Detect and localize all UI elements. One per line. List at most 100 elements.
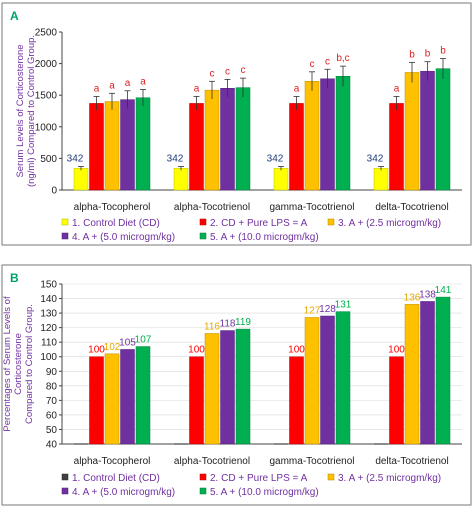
bar — [73, 168, 89, 191]
legend-label: 5. A + (10.0 microgm/kg) — [210, 487, 319, 498]
category-label: alpha-Tocopherol — [74, 202, 151, 213]
bar-value-label: 100 — [188, 345, 205, 356]
bar — [220, 87, 235, 191]
bar — [235, 87, 251, 191]
legend-label: 3. A + (2.5 microgm/kg) — [338, 473, 441, 484]
bar — [104, 101, 120, 191]
bar-value-label: 118 — [220, 319, 236, 330]
legend-swatch — [327, 218, 335, 226]
bar — [304, 81, 320, 191]
bar-value-label: 342 — [67, 153, 84, 164]
bar-value-label: 100 — [88, 345, 105, 356]
bar — [104, 353, 120, 445]
y-tick-label: 500 — [40, 154, 57, 165]
legend-swatch — [61, 473, 69, 481]
bar — [420, 70, 435, 191]
bar — [289, 103, 304, 191]
legend-swatch — [199, 218, 207, 226]
bar — [389, 103, 404, 191]
bar — [304, 317, 320, 445]
category-label: alpha-Tocopherol — [74, 456, 151, 467]
bar — [204, 333, 220, 445]
legend-label: 2. CD + Pure LPS = A — [210, 473, 308, 484]
y-tick-label: 150 — [40, 280, 57, 291]
y-tick-label: 0 — [51, 186, 57, 197]
significance-label: c — [310, 59, 315, 70]
y-tick-label: 80 — [46, 381, 58, 392]
panel-a-letter: A — [10, 9, 19, 23]
bar-value-label: 107 — [135, 335, 152, 346]
legend-swatch — [61, 487, 69, 495]
bar-value-label: 141 — [435, 285, 452, 296]
bar-value-label: 127 — [304, 305, 321, 316]
panel-b-legend: 1. Control Diet (CD) 2. CD + Pure LPS = A… — [61, 473, 441, 498]
legend-swatch — [327, 473, 335, 481]
y-axis-label: (ng/ml) Compared to Control Group. — [26, 35, 37, 187]
bar — [420, 301, 435, 445]
bar-value-label: 131 — [335, 300, 352, 311]
bar — [120, 99, 135, 191]
y-tick-label: 120 — [40, 323, 57, 334]
panel-a-legend: 1. Control Diet (CD) 2. CD + Pure LPS = A… — [61, 218, 441, 243]
bar — [320, 78, 335, 191]
bar — [273, 168, 289, 191]
significance-label: c — [325, 56, 330, 67]
y-tick-label: 90 — [46, 367, 58, 378]
y-axis-label: Serum Levels of Corticosterone — [15, 44, 26, 177]
bar — [120, 349, 135, 445]
category-label: delta-Tocotrienol — [375, 202, 448, 213]
y-tick-label: 1500 — [35, 91, 58, 102]
legend-label: 1. Control Diet (CD) — [72, 473, 160, 484]
bar — [435, 68, 451, 191]
y-tick-label: 2000 — [35, 59, 58, 70]
bar-value-label: 102 — [104, 342, 121, 353]
significance-label: b — [440, 46, 446, 57]
significance-label: a — [140, 77, 146, 88]
y-tick-label: 100 — [40, 352, 57, 363]
legend-label: 1. Control Diet (CD) — [72, 218, 160, 229]
y-axis-label: Compared to Control Group. — [24, 304, 35, 424]
legend-label: 5. A + (10.0 microgm/kg) — [210, 232, 319, 243]
bar — [373, 168, 389, 191]
y-axis-label: Corticosterone — [13, 333, 24, 395]
category-label: alpha-Tocotrienol — [174, 202, 250, 213]
y-tick-label: 1000 — [35, 122, 58, 133]
bar-value-label: 342 — [167, 153, 184, 164]
bar-value-label: 342 — [267, 153, 284, 164]
significance-label: a — [94, 83, 100, 94]
bar — [189, 356, 204, 445]
y-tick-label: 130 — [40, 309, 57, 320]
legend-swatch — [199, 232, 207, 240]
y-tick-label: 110 — [41, 338, 57, 349]
y-tick-label: 60 — [46, 410, 58, 421]
bar — [135, 346, 151, 445]
significance-label: a — [194, 83, 200, 94]
legend-swatch — [61, 232, 69, 240]
category-label: gamma-Tocotrienol — [269, 202, 354, 213]
bar — [189, 103, 204, 191]
bar — [173, 168, 189, 191]
category-label: alpha-Tocotrienol — [174, 456, 250, 467]
panel-b-letter: B — [10, 271, 19, 285]
bar — [404, 72, 420, 191]
significance-label: a — [394, 83, 400, 94]
bar — [389, 356, 404, 445]
bar-value-label: 100 — [388, 345, 405, 356]
bar — [335, 75, 351, 191]
bar-value-label: 136 — [404, 292, 421, 303]
bar-value-label: 119 — [235, 317, 251, 328]
panel-a-plot: 0 500 1000 1500 2000 2500 Serum Levels of Cort… — [15, 28, 462, 213]
bar — [335, 311, 351, 445]
legend-swatch — [199, 487, 207, 495]
bar-value-label: 105 — [119, 337, 136, 348]
significance-label: b,c — [336, 53, 349, 64]
bar — [204, 89, 220, 191]
panel-b-plot: 40 50 60 70 80 90 100 110 120 130 140 150 Percentage… — [2, 280, 462, 467]
y-tick-label: 140 — [40, 294, 57, 305]
bar — [89, 356, 104, 445]
category-label: delta-Tocotrienol — [375, 456, 448, 467]
bar — [220, 330, 235, 445]
bar — [289, 356, 304, 445]
